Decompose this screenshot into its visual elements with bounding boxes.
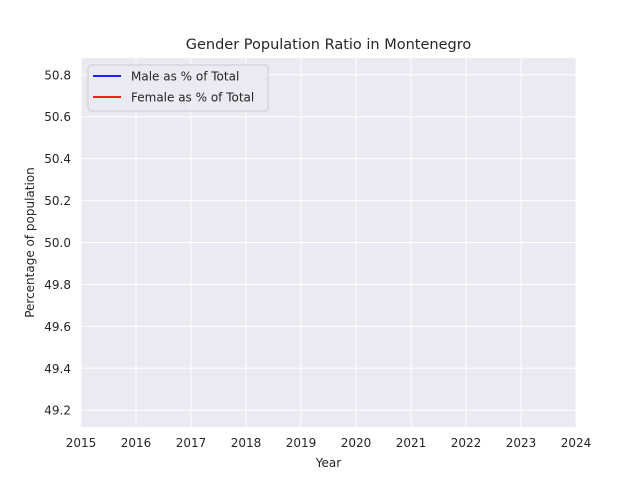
y-tick-label: 50.0 (44, 236, 71, 250)
tick-labels: 2015 2016 2017 2018 2019 2020 2021 2022 2023 2024… (44, 68, 591, 450)
x-tick-label: 2017 (176, 436, 207, 450)
legend-box (87, 64, 269, 112)
y-tick-label: 49.6 (44, 320, 71, 334)
x-tick-label: 2023 (506, 436, 537, 450)
legend-label-male: Male as % of Total (131, 70, 239, 84)
x-axis-label: Year (315, 456, 341, 470)
chart-title: Gender Population Ratio in Montenegro (186, 37, 472, 53)
y-tick-label: 50.8 (44, 68, 71, 82)
y-tick-label: 49.8 (44, 278, 71, 292)
x-tick-label: 2022 (451, 436, 482, 450)
x-tick-label: 2016 (121, 436, 152, 450)
x-tick-label: 2015 (66, 436, 97, 450)
x-tick-label: 2024 (561, 436, 592, 450)
y-tick-label: 49.4 (44, 362, 71, 376)
x-tick-label: 2021 (396, 436, 427, 450)
y-tick-label: 50.2 (44, 194, 71, 208)
y-tick-label: 49.2 (44, 404, 71, 418)
legend: Male as % of Total Female as % of Total (87, 64, 269, 112)
legend-label-female: Female as % of Total (131, 91, 254, 105)
y-tick-label: 50.4 (44, 152, 71, 166)
y-axis-label: Percentage of population (23, 167, 37, 318)
x-tick-label: 2020 (341, 436, 372, 450)
x-tick-label: 2019 (286, 436, 317, 450)
grid-lines (80, 58, 577, 427)
y-tick-label: 50.6 (44, 110, 71, 124)
x-tick-label: 2018 (231, 436, 262, 450)
